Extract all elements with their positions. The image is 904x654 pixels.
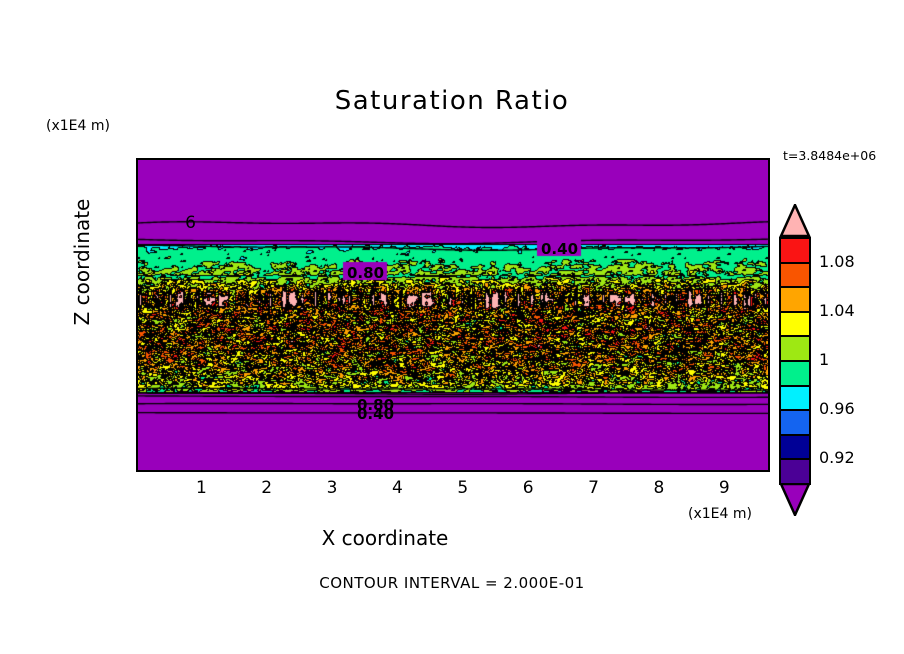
y-axis-title: Z coordinate [70, 198, 94, 326]
x-axis-title: X coordinate [321, 526, 449, 550]
x-axis-tick-label: 6 [522, 478, 534, 498]
colorbar-band [779, 409, 811, 436]
x-axis-tick-label: 1 [195, 478, 207, 498]
colorbar-band [779, 458, 811, 485]
contour-line-label: 0.40 [541, 240, 579, 258]
x-axis-unit-label: (x1E4 m) [688, 506, 752, 522]
colorbar-tick-label: 0.92 [819, 448, 855, 468]
colorbar-overflow-arrow-bottom [779, 482, 811, 519]
x-axis-tick-label: 4 [392, 478, 403, 498]
y-axis-unit-label: (x1E4 m) [46, 118, 110, 134]
colorbar-band [779, 384, 811, 412]
colorbar-band [779, 310, 811, 338]
contour-interval-note: CONTOUR INTERVAL = 2.000E-01 [319, 574, 585, 592]
colorbar-band [779, 335, 811, 362]
timestamp-annotation: t=3.8484e+06 [783, 148, 877, 163]
x-axis-tick-label: 2 [261, 478, 273, 498]
colorbar-band [779, 360, 811, 387]
x-axis-tick-label: 3 [326, 478, 338, 498]
colorbar-band [779, 433, 811, 461]
colorbar-band [779, 261, 811, 289]
page-title: Saturation Ratio [334, 86, 570, 116]
colorbar-tick-label: 0.96 [819, 399, 855, 419]
contour-field-canvas [138, 160, 768, 470]
colorbar: 1.08 1.04 1 0.96 0.92 [779, 201, 855, 524]
colorbar-overflow-arrow-top [779, 201, 811, 238]
x-axis-tick-label: 5 [457, 478, 469, 498]
y-axis-tick-label: 4 [185, 295, 196, 316]
contour-plot-area [136, 158, 770, 472]
contour-line-label: 0.80 [357, 396, 395, 414]
colorbar-tick-label: 1 [819, 350, 830, 369]
x-axis-tick-label: 7 [588, 478, 599, 498]
y-axis-tick-label: 2 [185, 378, 196, 399]
colorbar-tick-label: 1.08 [819, 251, 855, 271]
x-axis-tick-label: 9 [718, 478, 730, 498]
colorbar-tick-label: 1.04 [819, 300, 855, 320]
y-axis-tick-label: 6 [185, 213, 196, 234]
colorbar-band [779, 237, 811, 264]
colorbar-band [779, 286, 811, 313]
contour-line-label: 0.80 [347, 264, 385, 282]
x-axis-tick-label: 8 [653, 478, 665, 498]
contour-line-label: 0.40 [357, 405, 395, 423]
